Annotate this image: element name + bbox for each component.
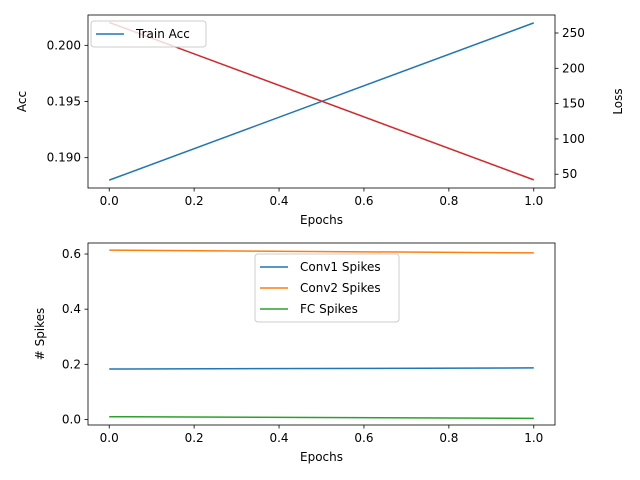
series-line-0 <box>109 367 534 370</box>
x-tick-label: 0.8 <box>439 431 458 445</box>
legend-box <box>254 253 400 323</box>
x-tick-label: 0.2 <box>185 431 204 445</box>
y-tick-label: 0.6 <box>62 247 81 261</box>
x-tick-label: 0.4 <box>269 194 288 208</box>
y2-tick-label: 100 <box>562 132 585 146</box>
x-tick-label: 0.2 <box>185 194 204 208</box>
legend-label-0: Conv1 Spikes <box>300 260 381 274</box>
x-tick-label: 0.6 <box>354 194 373 208</box>
y2-tick-label: 200 <box>562 61 585 75</box>
x-tick-label: 0.0 <box>100 194 119 208</box>
y-axis-label: # Spikes <box>33 308 47 361</box>
x-tick-label: 0.4 <box>269 431 288 445</box>
y-tick-label: 0.0 <box>62 412 81 426</box>
x-tick-label: 1.0 <box>524 431 543 445</box>
legend-label-1: Conv2 Spikes <box>300 281 381 295</box>
spikes-chart: 0.0 0.2 0.4 0.6 0.8 1.0 0.0 0.2 0.4 0.6 Epochs # Sp… <box>33 242 556 464</box>
x-axis-label: Epochs <box>300 213 343 227</box>
x-tick-label: 1.0 <box>524 194 543 208</box>
accuracy-loss-chart: 0.0 0.2 0.4 0.6 0.8 1.0 0.190 0.195 0.200 50 100 15… <box>15 14 625 227</box>
series-line-1 <box>108 21 535 181</box>
y2-tick-label: 250 <box>562 26 585 40</box>
legend-label-2: FC Spikes <box>300 302 358 316</box>
legend: Train Acc <box>90 20 207 48</box>
y2-tick-label: 150 <box>562 97 585 111</box>
x-tick-label: 0.0 <box>100 431 119 445</box>
y-tick-label: 0.4 <box>62 302 81 316</box>
series-line-1 <box>109 249 534 254</box>
legend: Conv1 Spikes Conv2 Spikes FC Spikes <box>254 253 400 323</box>
legend-label-0: Train Acc <box>135 27 190 41</box>
legend-box <box>90 20 207 48</box>
plot-frame <box>87 242 556 426</box>
y-tick-label: 0.200 <box>47 38 81 52</box>
x-tick-label: 0.8 <box>439 194 458 208</box>
y2-tick-label: 50 <box>562 167 577 181</box>
y2-axis-label: Loss <box>611 88 625 114</box>
y-tick-label: 0.195 <box>47 95 81 109</box>
x-axis-label: Epochs <box>300 450 343 464</box>
series-line-2 <box>109 415 534 420</box>
y-axis-label: Acc <box>15 91 29 112</box>
y-tick-label: 0.2 <box>62 357 81 371</box>
y-tick-label: 0.190 <box>47 151 81 165</box>
x-tick-label: 0.6 <box>354 431 373 445</box>
